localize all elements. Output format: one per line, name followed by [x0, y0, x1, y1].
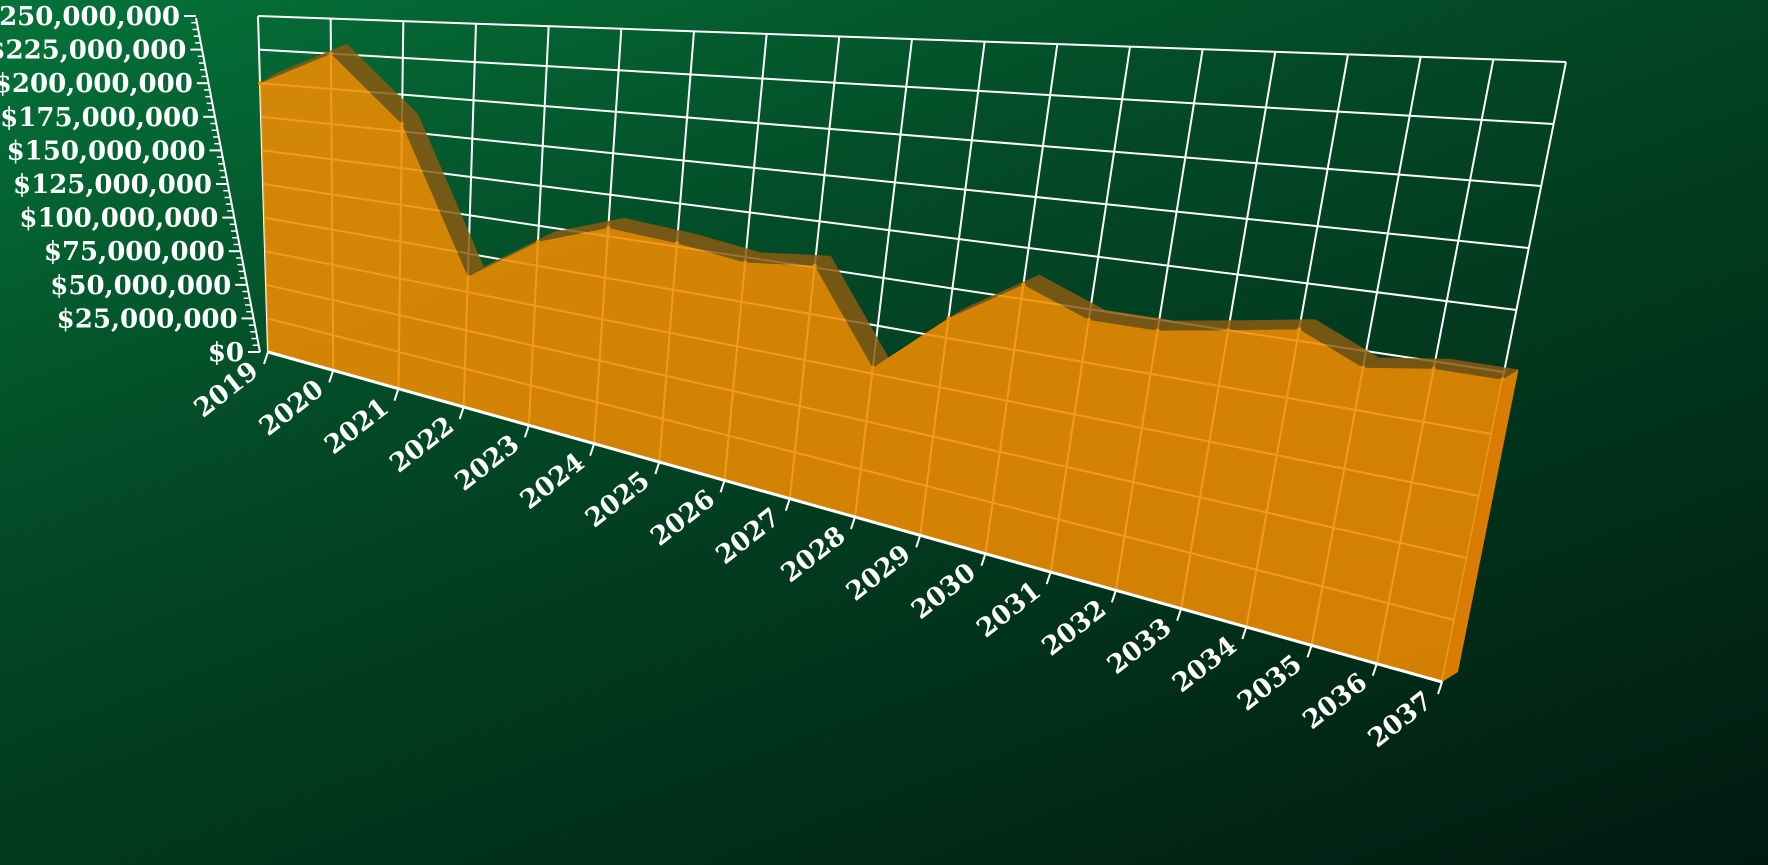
- area-top-face: [745, 252, 831, 266]
- y-tick-label: $50,000,000: [50, 271, 231, 301]
- x-major-tick: [523, 425, 530, 438]
- x-tick-label: 2032: [1037, 594, 1113, 662]
- x-major-tick: [719, 480, 726, 493]
- x-tick-label: 2037: [1363, 686, 1439, 754]
- y-tick-label: $75,000,000: [44, 237, 225, 267]
- data-point: [743, 260, 748, 265]
- horizontal-gridline: [259, 82, 1542, 187]
- x-major-tick: [654, 461, 661, 475]
- data-point: [1500, 377, 1505, 382]
- x-major-tick: [1176, 608, 1183, 621]
- y-tick-label: $150,000,000: [7, 136, 206, 166]
- area-top-face: [948, 274, 1040, 319]
- area-top-face: [1299, 319, 1380, 368]
- area-top-face: [1363, 357, 1450, 369]
- data-point: [1021, 282, 1026, 287]
- area-top-face: [1228, 319, 1316, 331]
- data-point: [1155, 328, 1160, 333]
- axes: [184, 15, 1443, 695]
- data-point: [535, 239, 540, 244]
- x-tick-label: 2026: [645, 484, 721, 552]
- data-point: [1361, 365, 1366, 370]
- horizontal-gridline: [257, 15, 1567, 63]
- data-point: [465, 274, 470, 279]
- x-tick-label: 2020: [254, 374, 330, 442]
- data-point: [946, 316, 951, 321]
- x-major-tick: [263, 351, 269, 365]
- y-tick-label: $100,000,000: [19, 204, 218, 234]
- data-point: [1297, 327, 1302, 332]
- area-top-face: [1433, 358, 1519, 380]
- area-top-face: [1157, 320, 1245, 331]
- data-point: [258, 81, 262, 86]
- x-major-tick: [1306, 645, 1313, 658]
- x-tick-label: 2033: [1102, 613, 1178, 681]
- y-tick-label: $125,000,000: [13, 170, 212, 200]
- x-major-tick: [980, 553, 987, 566]
- area-top-face: [467, 231, 554, 277]
- x-major-tick: [1241, 626, 1248, 640]
- y-tick-label: $250,000,000: [0, 2, 180, 32]
- area-top-face: [814, 255, 889, 368]
- horizontal-gridline: [261, 149, 1517, 311]
- x-tick-label: 2034: [1167, 631, 1243, 699]
- area-top-face: [401, 114, 484, 277]
- x-tick-label: 2023: [450, 429, 526, 497]
- x-major-tick: [850, 516, 856, 530]
- data-point: [1431, 366, 1436, 371]
- x-major-tick: [915, 535, 922, 548]
- x-major-tick: [1371, 663, 1378, 676]
- x-tick-label: 2035: [1232, 649, 1308, 717]
- data-point: [328, 51, 333, 56]
- horizontal-gridline: [258, 48, 1554, 125]
- x-tick-label: 2025: [580, 466, 656, 534]
- y-tick-label: $175,000,000: [0, 103, 199, 133]
- data-point: [674, 241, 679, 246]
- x-major-tick: [784, 498, 791, 511]
- x-tick-label: 2022: [384, 411, 460, 479]
- x-major-tick: [458, 406, 465, 420]
- area-top-face: [260, 43, 347, 84]
- y-tick-label: $200,000,000: [0, 69, 193, 99]
- data-point: [1226, 328, 1231, 333]
- x-tick-label: 2031: [971, 576, 1047, 644]
- area-top-face: [537, 217, 625, 242]
- horizontal-gridline: [260, 115, 1529, 249]
- y-tick-label: $0: [208, 338, 244, 368]
- area-top-face: [676, 233, 762, 263]
- data-point: [399, 122, 404, 127]
- x-tick-label: 2036: [1298, 668, 1374, 736]
- x-tick-label: 2029: [841, 539, 917, 607]
- y-tick-label: $225,000,000: [0, 36, 186, 66]
- x-major-tick: [328, 370, 335, 383]
- y-axis-tick-labels: $0 $25,000,000$50,000,000 $75,000,000$100,…: [0, 2, 244, 368]
- x-tick-label: 2024: [515, 448, 591, 516]
- data-point: [606, 225, 611, 230]
- area-top-face: [608, 217, 693, 244]
- data-point: [870, 365, 875, 370]
- x-tick-label: 2027: [711, 503, 787, 571]
- area-series: [258, 43, 1519, 682]
- x-major-tick: [1437, 681, 1443, 695]
- data-point: [1086, 317, 1091, 322]
- x-tick-label: 2028: [776, 521, 852, 589]
- y-tick-label: $25,000,000: [57, 304, 238, 334]
- area-top-face: [1088, 309, 1174, 331]
- x-major-tick: [393, 388, 400, 401]
- area-front-face: [260, 53, 1503, 682]
- x-major-tick: [1110, 590, 1117, 603]
- data-point: [812, 263, 817, 268]
- x-major-tick: [589, 443, 596, 456]
- x-tick-label: 2021: [319, 393, 395, 461]
- x-tick-label: 2030: [906, 558, 982, 626]
- area-end-cap: [1442, 369, 1519, 682]
- area-top-face: [330, 43, 418, 125]
- x-major-tick: [1045, 571, 1052, 585]
- area-top-face: [1023, 274, 1105, 320]
